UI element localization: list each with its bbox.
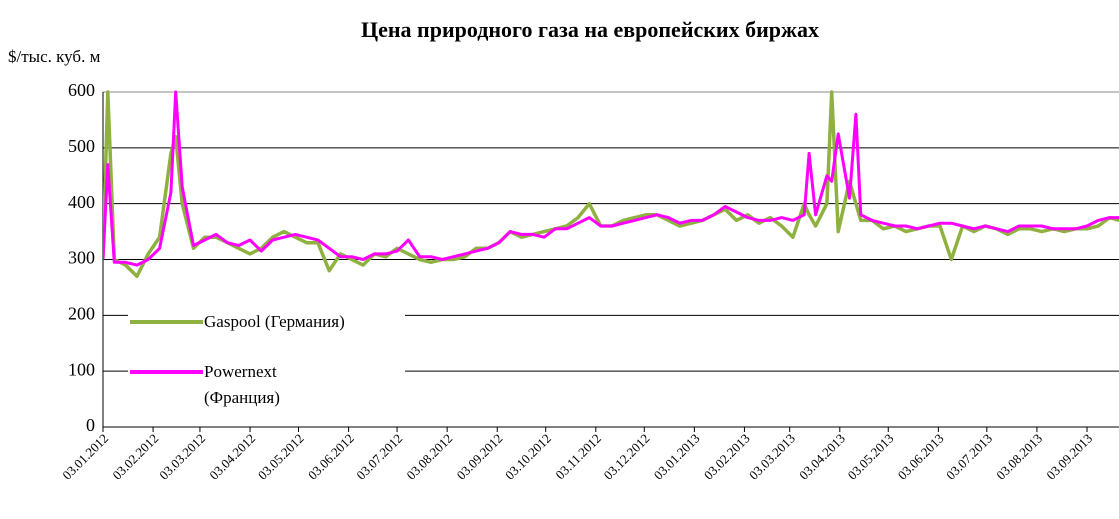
x-tick-label: 03.06.2013 — [895, 431, 947, 483]
x-tick-label: 03.12.2012 — [601, 431, 653, 483]
x-tick-label: 03.01.2013 — [651, 431, 703, 483]
y-tick-label: 400 — [68, 192, 95, 212]
x-tick-label: 03.08.2013 — [993, 431, 1045, 483]
legend-label: Powernext (Франция) — [204, 362, 280, 407]
x-tick-label: 03.07.2013 — [943, 431, 995, 483]
x-tick-label: 03.02.2013 — [701, 431, 753, 483]
legend-label: Gaspool (Германия) — [204, 312, 345, 331]
y-tick-label: 100 — [68, 359, 95, 379]
x-tick-label: 03.08.2012 — [403, 431, 455, 483]
x-tick-label: 03.06.2012 — [305, 431, 357, 483]
x-tick-label: 03.04.2012 — [206, 431, 258, 483]
y-tick-label: 500 — [68, 136, 95, 156]
x-tick-label: 03.02.2012 — [109, 431, 161, 483]
y-tick-label: 300 — [68, 248, 95, 268]
x-tick-label: 03.07.2012 — [353, 431, 405, 483]
y-axis-label: $/тыс. куб. м — [8, 47, 101, 66]
y-tick-label: 0 — [86, 415, 95, 435]
x-tick-label: 03.11.2012 — [552, 431, 604, 483]
y-tick-label: 600 — [68, 80, 95, 100]
y-tick-label: 200 — [68, 303, 95, 323]
x-tick-label: 03.09.2012 — [454, 431, 506, 483]
x-tick-label: 03.10.2012 — [502, 431, 554, 483]
chart-title: Цена природного газа на европейских бирж… — [361, 17, 819, 42]
series-line — [103, 90, 1119, 279]
x-tick-label: 03.04.2013 — [796, 431, 848, 483]
series-line — [103, 90, 1119, 267]
x-tick-label: 03.03.2013 — [746, 431, 798, 483]
x-tick-label: 03.03.2012 — [156, 431, 208, 483]
x-tick-label: 03.05.2012 — [255, 431, 307, 483]
x-tick-label: 03.01.2012 — [59, 431, 111, 483]
x-tick-label: 03.05.2013 — [845, 431, 897, 483]
x-tick-label: 03.09.2013 — [1043, 431, 1095, 483]
